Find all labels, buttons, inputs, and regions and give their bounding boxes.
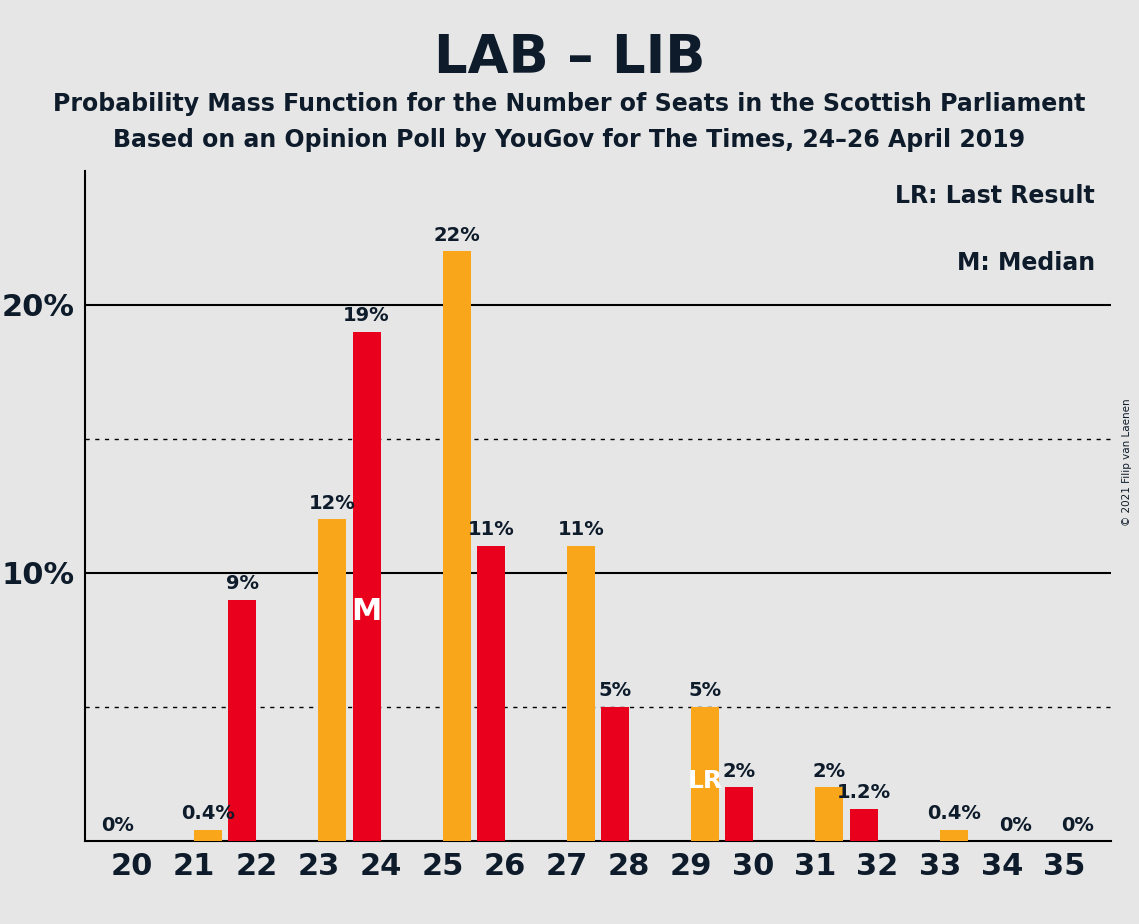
Bar bbox=[691, 707, 719, 841]
Text: 0%: 0% bbox=[1062, 817, 1095, 835]
Bar bbox=[228, 600, 256, 841]
Text: 0%: 0% bbox=[101, 817, 134, 835]
Text: Based on an Opinion Poll by YouGov for The Times, 24–26 April 2019: Based on an Opinion Poll by YouGov for T… bbox=[114, 128, 1025, 152]
Text: LR: Last Result: LR: Last Result bbox=[895, 185, 1096, 208]
Text: 0%: 0% bbox=[999, 817, 1032, 835]
Text: 1.2%: 1.2% bbox=[836, 783, 891, 802]
Bar bbox=[816, 787, 843, 841]
Text: Probability Mass Function for the Number of Seats in the Scottish Parliament: Probability Mass Function for the Number… bbox=[54, 92, 1085, 116]
Text: 5%: 5% bbox=[689, 681, 722, 700]
Bar bbox=[940, 830, 968, 841]
Text: 2%: 2% bbox=[723, 761, 756, 781]
Text: 0.4%: 0.4% bbox=[181, 805, 235, 823]
Text: 2%: 2% bbox=[813, 761, 846, 781]
Text: 9%: 9% bbox=[226, 574, 259, 593]
Bar bbox=[353, 332, 380, 841]
Text: LAB – LIB: LAB – LIB bbox=[434, 32, 705, 84]
Bar bbox=[194, 830, 222, 841]
Text: 22%: 22% bbox=[433, 225, 480, 245]
Text: M: M bbox=[351, 597, 382, 626]
Text: 0.4%: 0.4% bbox=[927, 805, 981, 823]
Bar bbox=[601, 707, 629, 841]
Bar bbox=[567, 546, 595, 841]
Text: © 2021 Filip van Laenen: © 2021 Filip van Laenen bbox=[1122, 398, 1132, 526]
Text: 12%: 12% bbox=[309, 493, 355, 513]
Text: 11%: 11% bbox=[467, 520, 514, 540]
Text: 11%: 11% bbox=[557, 520, 605, 540]
Bar bbox=[319, 519, 346, 841]
Text: 5%: 5% bbox=[598, 681, 632, 700]
Bar bbox=[726, 787, 753, 841]
Bar bbox=[477, 546, 505, 841]
Bar bbox=[850, 808, 877, 841]
Text: 19%: 19% bbox=[343, 306, 390, 325]
Text: LR: LR bbox=[688, 769, 723, 793]
Bar bbox=[443, 251, 470, 841]
Text: M: Median: M: Median bbox=[957, 251, 1096, 275]
